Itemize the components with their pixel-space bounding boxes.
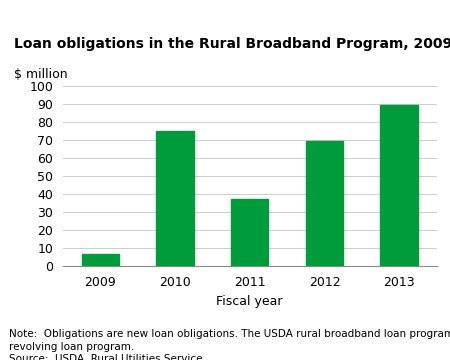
Text: $ million: $ million [14, 68, 68, 81]
Text: revolving loan program.: revolving loan program. [9, 342, 134, 352]
Bar [157, 131, 194, 266]
Text: Note:  Obligations are new loan obligations. The USDA rural broadband loan progr: Note: Obligations are new loan obligatio… [9, 329, 450, 339]
X-axis label: Fiscal year: Fiscal year [216, 295, 283, 308]
Text: Loan obligations in the Rural Broadband Program, 2009-2013: Loan obligations in the Rural Broadband … [14, 36, 450, 50]
Text: Source:  USDA, Rural Utilities Service.: Source: USDA, Rural Utilities Service. [9, 354, 206, 360]
Bar [381, 105, 418, 266]
Bar [306, 141, 343, 266]
Bar [82, 254, 119, 266]
Bar [231, 199, 268, 266]
